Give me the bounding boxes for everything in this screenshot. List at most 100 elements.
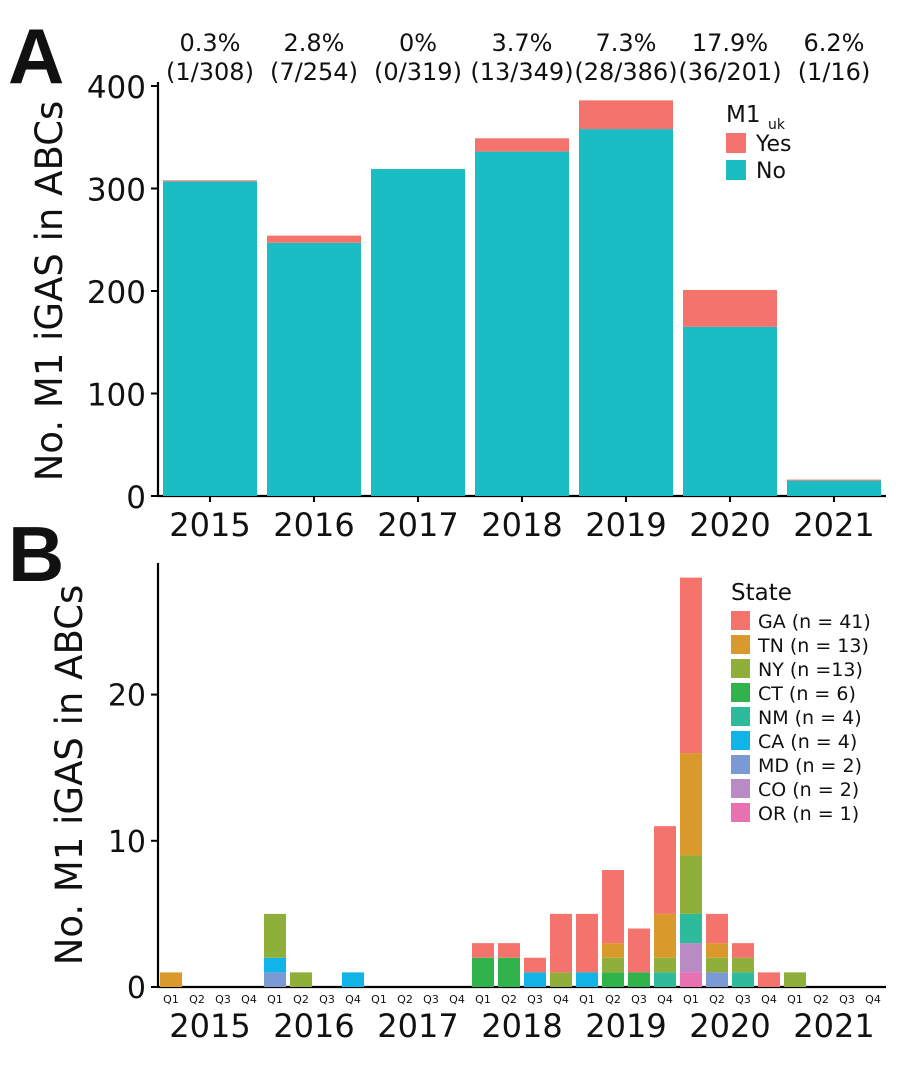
x-tick-label: 2017 [377, 506, 458, 544]
legend-title: M1 [726, 102, 760, 128]
y-axis-label: No. M1 iGAS in ABCs [28, 101, 71, 482]
bar-segment-md-4 [264, 972, 286, 987]
x-quarter-label: Q2 [813, 993, 829, 1006]
x-year-label: 2017 [377, 1007, 458, 1045]
legend-label-ca: CA (n = 4) [758, 731, 857, 753]
legend-swatch-co [731, 779, 750, 798]
bar-yes-2015 [163, 180, 257, 182]
bar-no-2018 [475, 151, 569, 496]
bar-segment-ny-15 [550, 972, 572, 987]
bar-segment-ny-5 [290, 972, 312, 987]
bar-no-2019 [579, 129, 673, 497]
bar-segment-ga-13 [498, 943, 520, 958]
legend-swatch-ga [731, 611, 750, 630]
x-quarter-label: Q4 [449, 993, 465, 1006]
bar-segment-nm-19 [654, 972, 676, 987]
x-year-label: 2016 [273, 1007, 354, 1045]
x-quarter-label: Q3 [631, 993, 647, 1006]
legend-label-ga: GA (n = 41) [758, 611, 871, 633]
x-quarter-label: Q1 [163, 993, 179, 1006]
x-quarter-label: Q2 [397, 993, 413, 1006]
bar-no-2015 [163, 181, 257, 496]
legend-swatch-or [731, 803, 750, 822]
bar-segment-ca-7 [342, 972, 364, 987]
annotation-percent: 6.2% [804, 29, 865, 57]
annotation-fraction: (7/254) [270, 58, 358, 86]
x-year-label: 2015 [169, 1007, 250, 1045]
bar-yes-2018 [475, 138, 569, 152]
x-quarter-label: Q4 [865, 993, 881, 1006]
x-year-label: 2020 [689, 1007, 770, 1045]
bar-segment-ga-14 [524, 957, 546, 973]
legend-title-subscript: uk [768, 117, 786, 133]
bar-segment-ga-15 [550, 913, 572, 973]
x-quarter-label: Q2 [709, 993, 725, 1006]
x-quarter-label: Q2 [501, 993, 517, 1006]
annotation-percent: 7.3% [596, 29, 657, 57]
legend-label-ct: CT (n = 6) [758, 683, 856, 705]
y-tick-label: 0 [126, 480, 146, 516]
bar-segment-ct-18 [628, 972, 650, 987]
annotation-percent: 2.8% [284, 29, 345, 57]
x-quarter-label: Q3 [215, 993, 231, 1006]
bar-segment-md-21 [706, 972, 728, 987]
bar-yes-2020 [683, 289, 777, 327]
legend-label-co: CO (n = 2) [758, 779, 859, 801]
bar-segment-tn-21 [706, 943, 728, 958]
bar-yes-2021 [787, 479, 881, 481]
y-tick-label: 20 [108, 679, 146, 714]
bar-segment-nm-20 [680, 913, 702, 944]
bar-no-2021 [787, 480, 881, 496]
x-tick-label: 2019 [585, 506, 666, 544]
y-tick-label: 200 [87, 275, 146, 311]
bar-segment-ct-17 [602, 972, 624, 987]
x-year-label: 2021 [793, 1007, 874, 1045]
annotation-fraction: (1/308) [166, 58, 254, 86]
legend-title: State [731, 580, 792, 606]
annotation-percent: 0.3% [180, 29, 241, 57]
bar-segment-ga-20 [680, 577, 702, 754]
x-quarter-label: Q1 [267, 993, 283, 1006]
bar-segment-ct-13 [498, 957, 520, 987]
legend-swatch-md [731, 755, 750, 774]
legend-label-or: OR (n = 1) [758, 803, 859, 825]
bar-segment-ca-16 [576, 972, 598, 987]
bar-segment-ga-16 [576, 913, 598, 973]
legend-swatch-ct [731, 683, 750, 702]
bar-segment-ga-23 [758, 972, 780, 987]
bar-segment-ga-22 [732, 943, 754, 958]
bar-segment-ga-21 [706, 913, 728, 944]
x-quarter-label: Q3 [735, 993, 751, 1006]
legend-swatch-tn [731, 635, 750, 654]
x-quarter-label: Q4 [761, 993, 777, 1006]
bar-segment-co-20 [680, 943, 702, 973]
bar-segment-ny-17 [602, 957, 624, 973]
bar-segment-tn-19 [654, 913, 676, 958]
annotation-percent: 3.7% [492, 29, 553, 57]
y-tick-label: 0 [127, 971, 146, 1006]
x-quarter-label: Q3 [839, 993, 855, 1006]
legend-label-tn: TN (n = 13) [757, 635, 869, 657]
bar-segment-ny-19 [654, 957, 676, 973]
annotation-fraction: (0/319) [374, 58, 462, 86]
x-year-label: 2018 [481, 1007, 562, 1045]
panel-b: 0 10 20 No. M1 iGAS in ABCs Q1 Q2 Q3 Q4 Q1 Q2 Q3 Q4… [48, 563, 886, 1045]
panel-letter-a: A [8, 12, 64, 100]
x-tick-label: 2020 [689, 506, 770, 544]
bar-no-2017 [371, 169, 465, 496]
bar-segment-ga-12 [472, 943, 494, 958]
bar-segment-nm-22 [732, 972, 754, 987]
bar-yes-2019 [579, 100, 673, 130]
annotation-fraction: (1/16) [798, 58, 871, 86]
x-quarter-label: Q3 [319, 993, 335, 1006]
bar-segment-tn-0 [160, 972, 182, 987]
bar-segment-ga-18 [628, 928, 650, 973]
x-quarter-label: Q2 [293, 993, 309, 1006]
y-tick-label: 300 [87, 173, 146, 209]
bar-no-2016 [267, 242, 361, 496]
panel-a: 0 100 200 300 400 No. M1 iGAS in ABCs 2015 0.3%… [28, 29, 886, 544]
bar-segment-tn-17 [602, 943, 624, 958]
annotation-fraction: (28/386) [574, 58, 677, 86]
